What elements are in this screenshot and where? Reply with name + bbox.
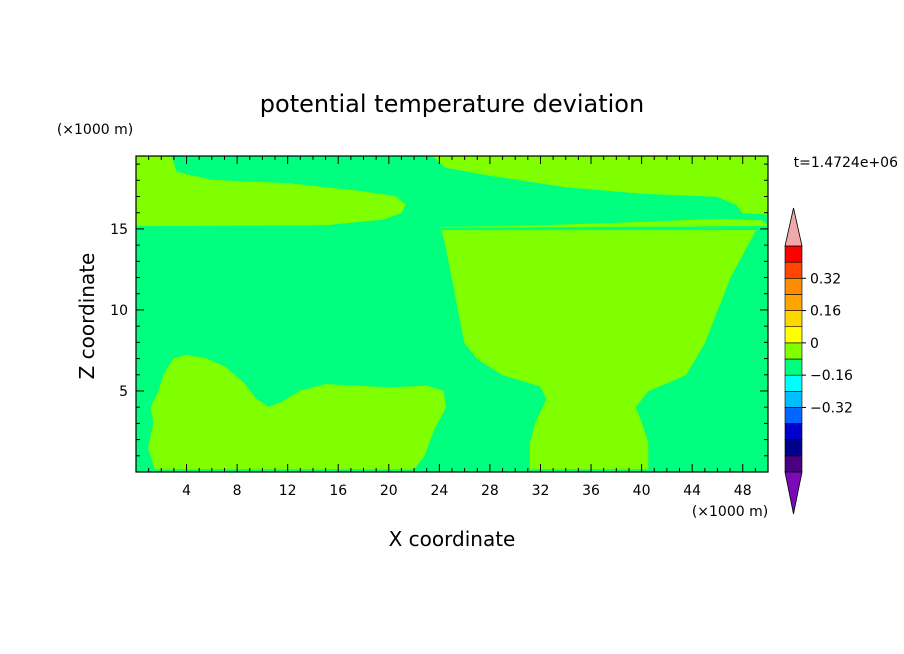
x-tick-label: 4 <box>182 483 191 499</box>
time-label: t=1.4724e+06 <box>794 155 898 171</box>
colorbar-segment <box>784 358 803 376</box>
colorbar-tick-label: −0.16 <box>810 368 853 384</box>
colorbar-segment <box>784 455 803 473</box>
x-tick-label: 36 <box>582 483 600 499</box>
x-tick-label: 48 <box>734 483 752 499</box>
colorbar-tick-label: 0.32 <box>810 271 841 287</box>
y-tick-label: 15 <box>110 222 128 238</box>
x-unit-label: (×1000 m) <box>692 504 768 520</box>
colorbar-tick-label: −0.32 <box>810 400 853 416</box>
chart-title: potential temperature deviation <box>260 90 644 118</box>
colorbar-segment <box>784 277 803 295</box>
x-tick-label: 8 <box>233 483 242 499</box>
colorbar-segment <box>784 342 803 360</box>
x-tick-label: 32 <box>532 483 550 499</box>
colorbar: 0.32 0.16 0 −0.16 −0.32 <box>784 207 853 515</box>
colorbar-segment <box>784 294 803 311</box>
x-tick-label: 44 <box>683 483 701 499</box>
colorbar-segment <box>784 326 803 344</box>
y-axis-title: Z coordinate <box>75 253 99 380</box>
colorbar-over-arrow <box>784 207 803 247</box>
contour-region <box>148 354 447 470</box>
x-tick-label: 24 <box>430 483 448 499</box>
x-tick-label: 40 <box>633 483 651 499</box>
colorbar-tick-label: 0.16 <box>810 304 841 320</box>
y-tick-label: 5 <box>119 384 128 400</box>
colorbar-segment <box>784 407 803 424</box>
x-tick-label: 20 <box>380 483 398 499</box>
x-tick-label: 28 <box>481 483 499 499</box>
contour-region <box>441 230 756 470</box>
y-unit-label: (×1000 m) <box>57 122 133 138</box>
colorbar-tick-label: 0 <box>810 336 819 352</box>
colorbar-segment <box>784 374 803 392</box>
colorbar-segment <box>784 310 803 328</box>
colorbar-segment <box>784 439 803 457</box>
colorbar-segment <box>784 261 803 279</box>
colorbar-segment <box>784 423 803 441</box>
colorbar-segment <box>784 245 803 263</box>
x-axis-title: X coordinate <box>389 527 516 551</box>
colorbar-under-arrow <box>784 471 803 515</box>
contour-region <box>135 155 406 227</box>
x-tick-label: 12 <box>279 483 297 499</box>
plot-area <box>135 155 769 472</box>
y-tick-label: 10 <box>110 303 128 319</box>
colorbar-segment <box>784 390 803 408</box>
x-tick-label: 16 <box>329 483 347 499</box>
